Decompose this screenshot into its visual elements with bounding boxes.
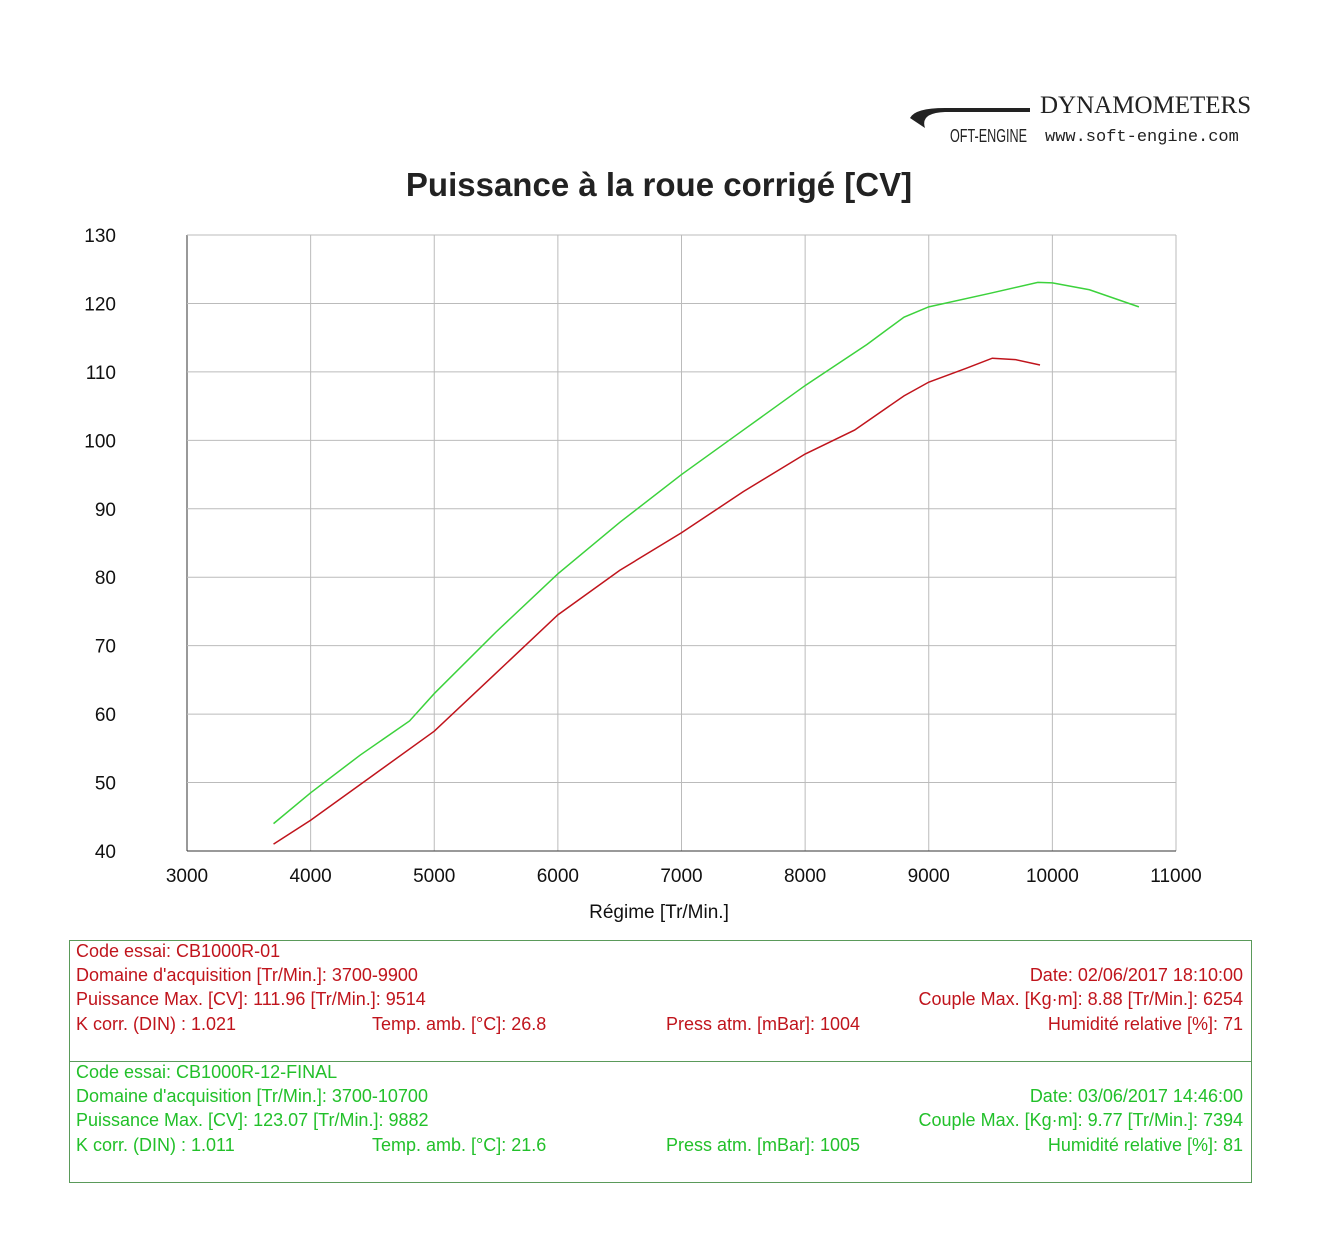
test-press: Press atm. [mBar]: 1005 xyxy=(666,1135,861,1155)
test-date: Date: 02/06/2017 18:10:00 xyxy=(1029,965,1243,985)
test-code: Code essai: CB1000R-01 xyxy=(76,941,281,961)
logo-url: www.soft-engine.com xyxy=(1045,128,1239,147)
test-domain: Domaine d'acquisition [Tr/Min.]: 3700-10… xyxy=(76,1086,428,1106)
test-hum: Humidité relative [%]: 71 xyxy=(1047,1014,1243,1034)
test-date: Date: 03/06/2017 14:46:00 xyxy=(1029,1086,1243,1106)
y-tick-label: 130 xyxy=(84,226,116,247)
y-tick-label: 80 xyxy=(95,568,116,589)
y-tick-label: 50 xyxy=(95,774,116,795)
x-tick-label: 9000 xyxy=(908,866,950,887)
series-line-1 xyxy=(273,281,1140,825)
x-tick-label: 4000 xyxy=(289,866,331,887)
logo-brand: DYNAMOMETERS xyxy=(1040,92,1252,119)
x-tick-label: 11000 xyxy=(1150,866,1201,887)
test-pmax: Puissance Max. [CV]: 123.07 [Tr/Min.]: 9… xyxy=(76,1110,429,1130)
test-info-box: Code essai: CB1000R-01 Domaine d'acquisit… xyxy=(69,940,1252,1062)
y-tick-label: 40 xyxy=(95,842,116,863)
x-axis-label: Régime [Tr/Min.] xyxy=(589,902,729,923)
logo-sub: OFT-ENGINE xyxy=(950,126,1028,146)
x-tick-label: 3000 xyxy=(166,866,208,887)
y-tick-label: 90 xyxy=(95,500,116,521)
y-tick-label: 60 xyxy=(95,705,116,726)
x-tick-label: 10000 xyxy=(1026,866,1079,887)
test-hum: Humidité relative [%]: 81 xyxy=(1047,1135,1243,1155)
power-chart: Puissance à la roue corrigé [CV] Régime … xyxy=(84,166,1201,923)
x-tick-label: 5000 xyxy=(413,866,455,887)
test-domain: Domaine d'acquisition [Tr/Min.]: 3700-99… xyxy=(76,965,418,985)
series-line-0 xyxy=(273,357,1041,845)
test-temp: Temp. amb. [°C]: 26.8 xyxy=(372,1014,547,1034)
y-tick-label: 70 xyxy=(95,637,116,658)
x-tick-label: 6000 xyxy=(537,866,579,887)
y-tick-label: 100 xyxy=(84,431,116,452)
test-press: Press atm. [mBar]: 1004 xyxy=(666,1014,861,1034)
y-tick-label: 120 xyxy=(84,294,116,315)
x-tick-label: 7000 xyxy=(660,866,702,887)
test-cmax: Couple Max. [Kg·m]: 9.77 [Tr/Min.]: 7394 xyxy=(918,1110,1243,1130)
test-kcorr: K corr. (DIN) : 1.021 xyxy=(76,1014,237,1034)
logo-swoosh-icon xyxy=(910,108,1030,128)
test-kcorr: K corr. (DIN) : 1.011 xyxy=(76,1135,235,1155)
test-cmax: Couple Max. [Kg·m]: 8.88 [Tr/Min.]: 6254 xyxy=(918,989,1243,1009)
x-tick-label: 8000 xyxy=(784,866,826,887)
test-pmax: Puissance Max. [CV]: 111.96 [Tr/Min.]: 9… xyxy=(76,989,426,1009)
test-info-box: Code essai: CB1000R-12-FINAL Domaine d'ac… xyxy=(69,1061,1252,1183)
chart-title: Puissance à la roue corrigé [CV] xyxy=(406,166,912,203)
test-code: Code essai: CB1000R-12-FINAL xyxy=(76,1062,338,1082)
test-temp: Temp. amb. [°C]: 21.6 xyxy=(372,1135,547,1155)
y-tick-label: 110 xyxy=(86,363,116,384)
